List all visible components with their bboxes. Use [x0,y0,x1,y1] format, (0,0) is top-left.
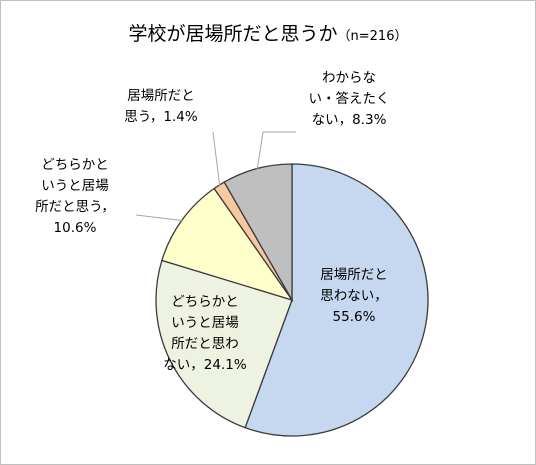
leader-dont-know [256,131,296,170]
data-label-rather-ibasho: どちらかと いうと居場 所だと思う， 10.6% [35,157,115,236]
leader-rather-ibasho [135,214,183,222]
chart-subtitle: （n=216） [337,29,408,44]
leader-lines [135,131,296,222]
leader-ibasho [212,131,221,187]
slice-not-ibasho [244,163,429,437]
data-label-rather-not-ibasho: どちらかと いうと居場 所だと思わ ない，24.1% [163,294,247,373]
pie-slices [155,163,429,437]
slice-rather-not-ibasho [155,259,293,429]
data-label-dont-know: わからな い・答えたく ない，8.3% [308,70,390,128]
chart-title: 学校が居場所だと思うか [128,23,338,45]
chart-title-row: 学校が居場所だと思うか（n=216） [1,19,535,46]
data-label-ibasho: 居場所だと 思う，1.4% [124,88,198,125]
data-label-not-ibasho: 居場所だと 思わない， 55.6% [320,267,388,325]
